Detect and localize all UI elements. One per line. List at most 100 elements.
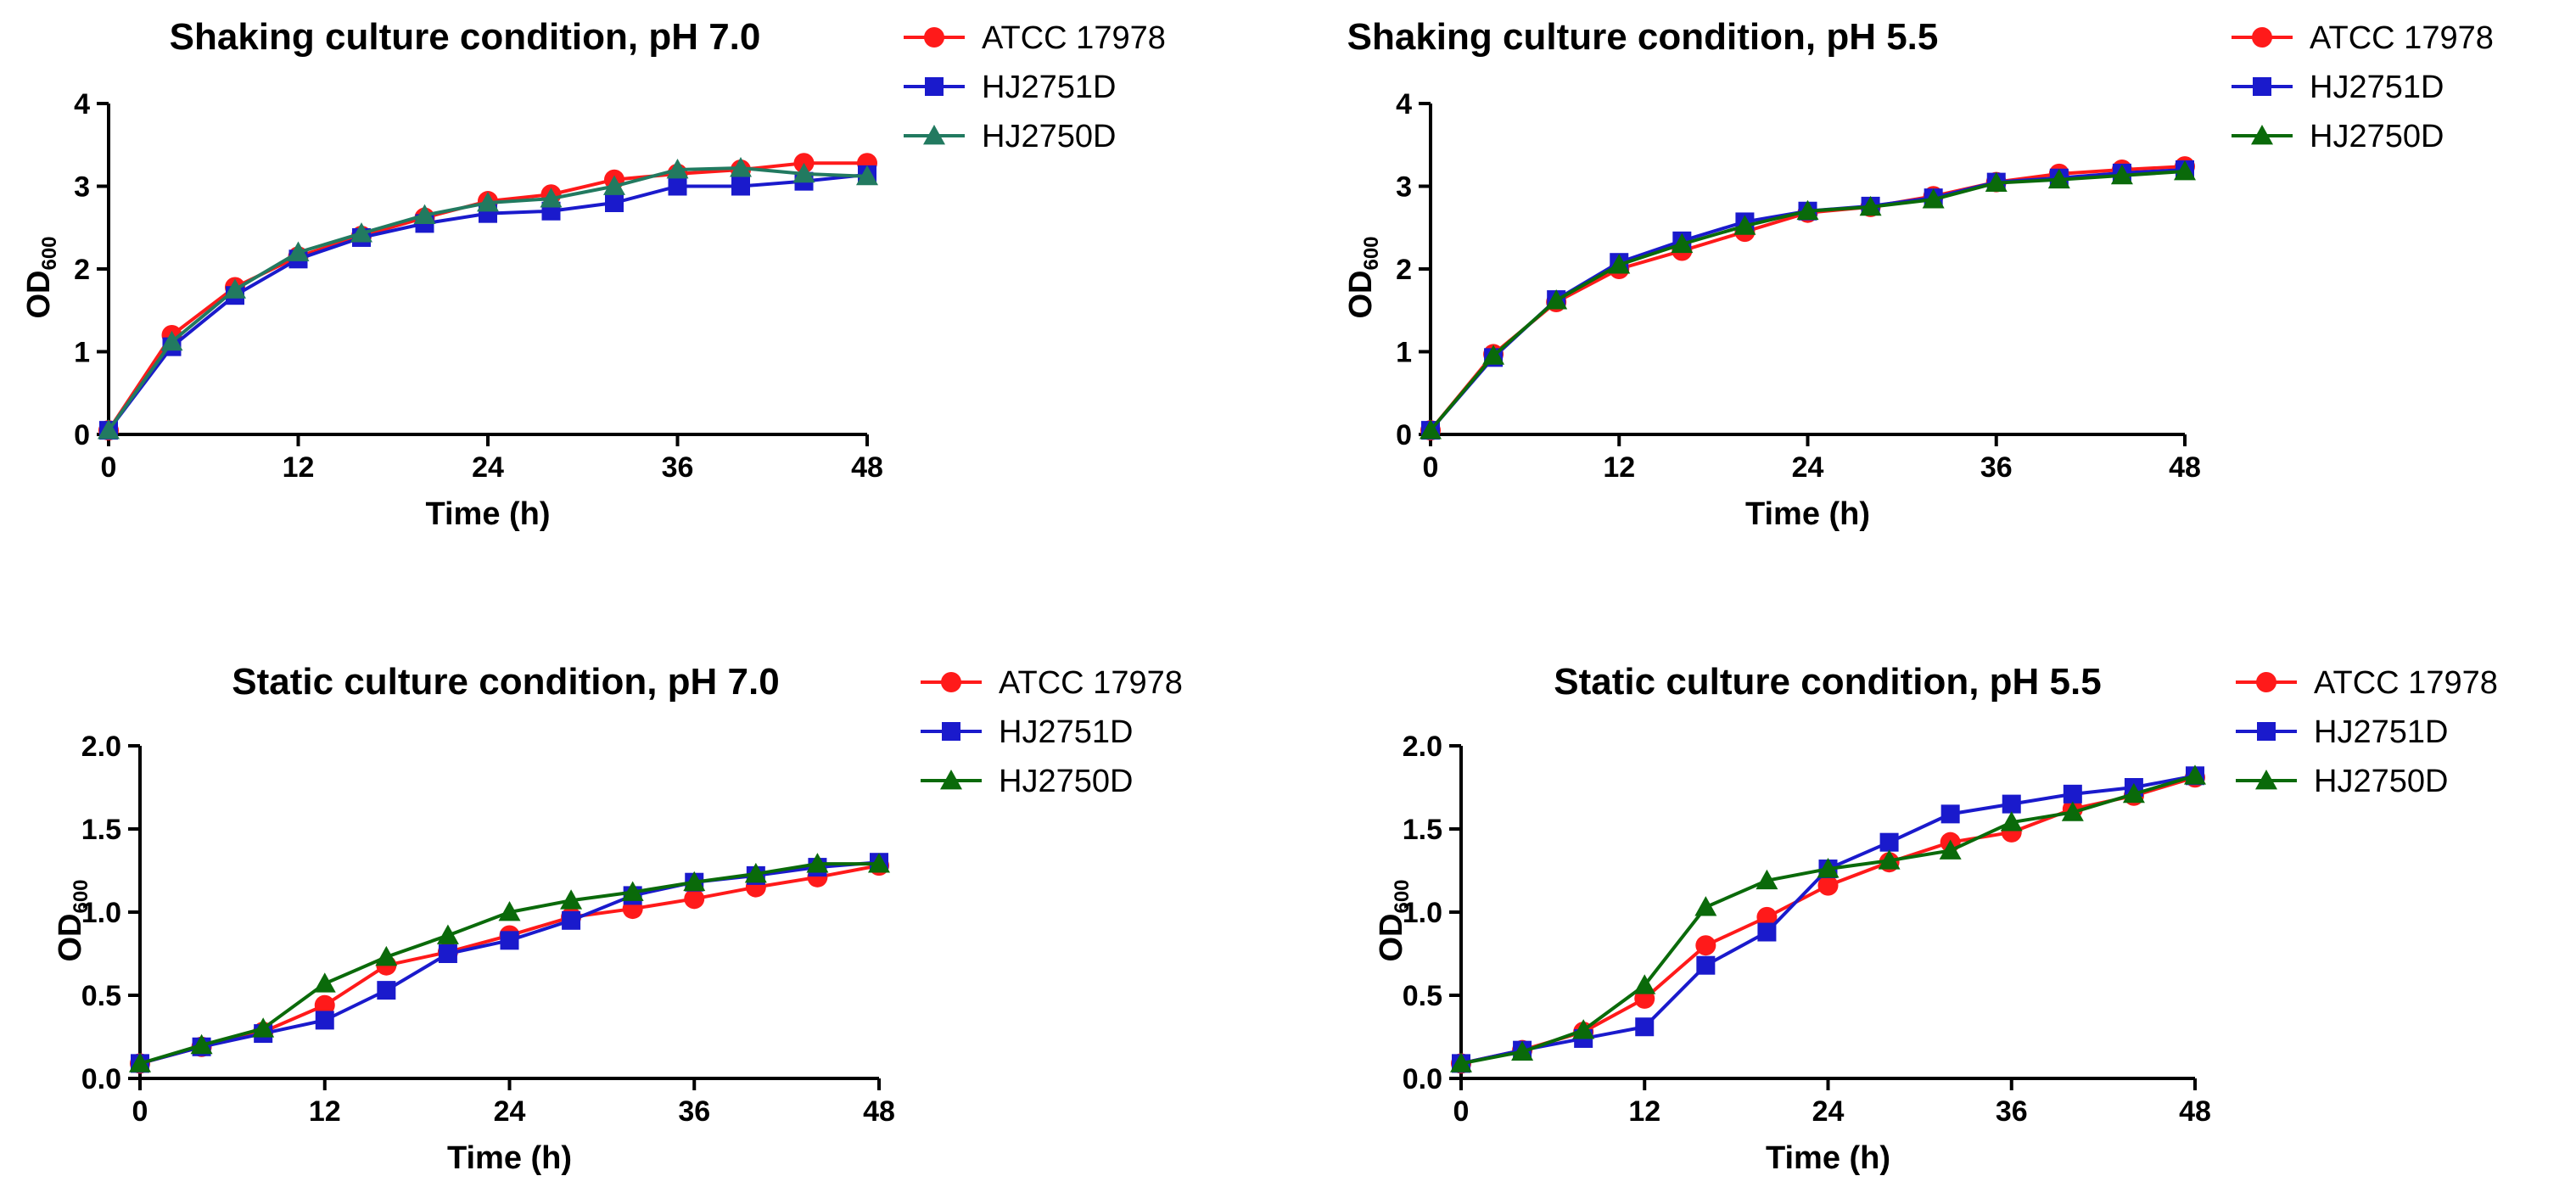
data-point <box>1635 1017 1655 1037</box>
data-point <box>377 981 396 1000</box>
y-tick-label: 0 <box>74 419 90 451</box>
data-point <box>1817 875 1839 896</box>
data-point <box>498 901 521 921</box>
legend-marker <box>923 125 945 145</box>
data-point <box>744 862 767 883</box>
data-point <box>731 176 750 196</box>
series-line <box>1460 776 2196 1066</box>
legend-label: HJ2751D <box>982 70 1116 105</box>
x-tick-label: 24 <box>1812 1095 1845 1128</box>
data-point <box>621 881 644 901</box>
data-point <box>2174 160 2196 181</box>
data-point <box>1756 869 1778 890</box>
data-point <box>160 330 183 351</box>
data-point <box>2122 782 2145 804</box>
legend-label: ATCC 17978 <box>2310 20 2494 56</box>
series-line <box>1460 774 2196 1066</box>
data-point <box>1817 858 1840 878</box>
x-tick-label: 0 <box>1453 1095 1470 1128</box>
x-tick-label: 36 <box>662 451 694 484</box>
data-point <box>190 1033 213 1055</box>
data-point <box>683 871 706 892</box>
y-axis-label-main: OD <box>53 914 88 962</box>
y-tick-label: 1 <box>1396 337 1412 369</box>
y-tick-label: 1.0 <box>1403 897 1442 929</box>
data-point <box>2002 794 2021 814</box>
y-axis-label: OD600 <box>21 236 61 318</box>
legend: ATCC 17978 HJ2751D HJ2750D <box>2232 20 2494 154</box>
legend-label: ATCC 17978 <box>2314 665 2498 701</box>
data-point <box>1939 839 1962 860</box>
legend-label: HJ2750D <box>2314 764 2448 799</box>
legend-label: ATCC 17978 <box>982 20 1166 56</box>
legend: ATCC 17978 HJ2751D HJ2750D <box>921 665 1183 799</box>
x-tick-label: 0 <box>101 451 117 484</box>
data-point <box>868 853 890 873</box>
data-point <box>252 1017 275 1038</box>
y-tick-label: 2 <box>1396 254 1412 286</box>
x-tick-label: 48 <box>863 1095 895 1128</box>
legend-marker <box>2252 27 2272 48</box>
series-line <box>1460 774 2196 1066</box>
x-axis-label: Time (h) <box>447 1140 572 1176</box>
y-tick-label: 1.0 <box>81 897 121 929</box>
data-point <box>438 944 457 963</box>
data-point <box>1940 804 1960 824</box>
y-tick-label: 0 <box>1396 419 1412 451</box>
x-axis-label: Time (h) <box>1766 1140 1890 1176</box>
data-point <box>98 419 120 440</box>
legend-label: HJ2750D <box>982 119 1116 154</box>
chart-title: Shaking culture condition, pH 7.0 <box>170 16 761 58</box>
x-tick-label: 12 <box>1603 451 1635 484</box>
y-tick-label: 0.5 <box>81 980 121 1012</box>
data-point <box>1671 232 1694 254</box>
data-point <box>1545 289 1568 310</box>
data-point <box>1922 188 1945 209</box>
data-point <box>792 162 815 183</box>
y-tick-label: 2.0 <box>1403 731 1442 763</box>
data-point <box>315 1011 334 1030</box>
data-point <box>2110 164 2133 185</box>
y-tick-label: 0.5 <box>1403 980 1442 1012</box>
legend-marker <box>2251 125 2273 145</box>
data-point <box>562 910 581 930</box>
data-point <box>1859 195 1882 216</box>
series-hj2750d <box>1420 160 2196 440</box>
data-point <box>350 222 372 243</box>
data-point <box>2000 811 2023 832</box>
data-point <box>375 945 398 966</box>
data-point <box>1633 974 1656 994</box>
data-point <box>413 204 436 225</box>
data-point <box>1608 254 1631 274</box>
data-point <box>2184 764 2206 785</box>
y-axis-label-main: OD <box>1374 914 1409 962</box>
y-axis-label-main: OD <box>1343 271 1379 319</box>
legend-marker <box>924 27 944 48</box>
x-tick-label: 48 <box>2179 1095 2211 1128</box>
y-axis-label: OD600 <box>53 879 92 961</box>
legend-label: HJ2751D <box>2310 70 2444 105</box>
data-point <box>477 192 499 212</box>
x-tick-label: 48 <box>2169 451 2201 484</box>
y-tick-label: 0.0 <box>1403 1063 1442 1095</box>
legend-label: HJ2751D <box>999 714 1133 750</box>
data-point <box>1694 896 1717 916</box>
legend-marker <box>925 77 944 96</box>
legend-marker <box>940 770 962 790</box>
chart-panel-4: Static culture condition, pH 5.5 0.0 0.5 1.… <box>1374 661 2498 1176</box>
y-tick-label: 1.5 <box>1403 814 1442 846</box>
x-tick-label: 36 <box>1980 451 2013 484</box>
series-hj2751d <box>1452 766 2204 1073</box>
data-point <box>1733 215 1756 235</box>
chart-title: Static culture condition, pH 7.0 <box>232 661 779 703</box>
series-hj2750d <box>1450 764 2206 1072</box>
series-hj2750d <box>129 853 890 1072</box>
x-tick-label: 12 <box>283 451 315 484</box>
y-tick-label: 4 <box>1396 88 1412 120</box>
data-point <box>313 972 336 993</box>
legend-marker <box>2255 770 2277 790</box>
